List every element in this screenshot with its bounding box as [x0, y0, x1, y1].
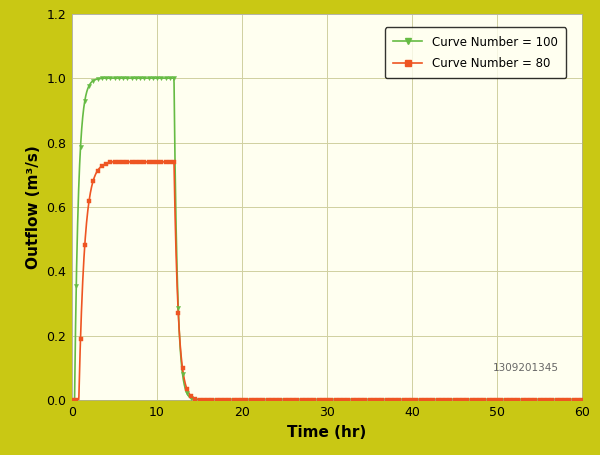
Legend: Curve Number = 100, Curve Number = 80: Curve Number = 100, Curve Number = 80	[385, 27, 566, 78]
Y-axis label: Outflow (m³/s): Outflow (m³/s)	[26, 145, 41, 269]
Text: 1309201345: 1309201345	[493, 364, 559, 373]
X-axis label: Time (hr): Time (hr)	[287, 425, 367, 440]
